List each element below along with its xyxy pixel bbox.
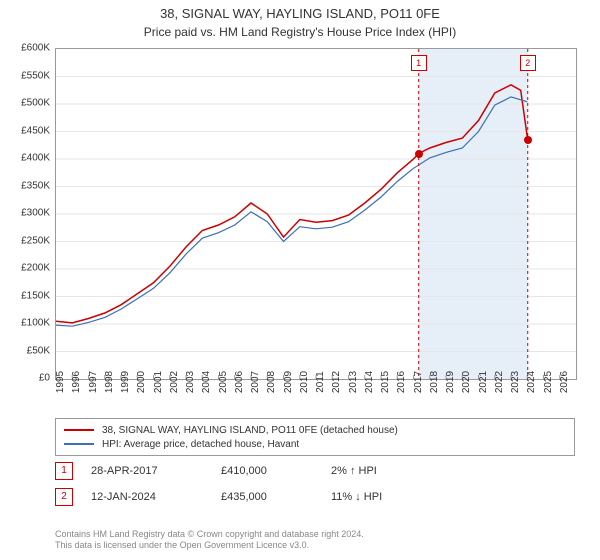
ref-badge-2: 2 <box>520 55 536 71</box>
transaction-row-1: 1 28-APR-2017 £410,000 2% ↑ HPI <box>55 462 575 480</box>
legend-swatch-0 <box>64 429 94 431</box>
transaction-date-1: 28-APR-2017 <box>91 465 221 477</box>
legend-label-1: HPI: Average price, detached house, Hava… <box>102 439 299 450</box>
ref-badge-1: 1 <box>411 55 427 71</box>
ytick-label: £0 <box>0 373 50 384</box>
transaction-price-1: £410,000 <box>221 465 331 477</box>
ytick-label: £600K <box>0 43 50 54</box>
marker-badge-2: 2 <box>55 488 73 506</box>
chart-subtitle: Price paid vs. HM Land Registry's House … <box>0 23 600 39</box>
transaction-row-2: 2 12-JAN-2024 £435,000 11% ↓ HPI <box>55 488 575 506</box>
ytick-label: £500K <box>0 98 50 109</box>
ytick-label: £50K <box>0 345 50 356</box>
footer-line-2: This data is licensed under the Open Gov… <box>55 540 575 552</box>
data-marker-2 <box>524 136 532 144</box>
chart-container: 38, SIGNAL WAY, HAYLING ISLAND, PO11 0FE… <box>0 0 600 560</box>
ytick-label: £250K <box>0 235 50 246</box>
ytick-label: £450K <box>0 125 50 136</box>
legend-label-0: 38, SIGNAL WAY, HAYLING ISLAND, PO11 0FE… <box>102 425 398 436</box>
footer: Contains HM Land Registry data © Crown c… <box>55 529 575 552</box>
data-marker-1 <box>415 150 423 158</box>
ytick-label: £150K <box>0 290 50 301</box>
legend-item-1: HPI: Average price, detached house, Hava… <box>64 437 566 451</box>
ytick-label: £100K <box>0 318 50 329</box>
ytick-label: £350K <box>0 180 50 191</box>
transaction-delta-1: 2% ↑ HPI <box>331 465 377 477</box>
marker-badge-1: 1 <box>55 462 73 480</box>
xtick-label: 2026 <box>559 371 600 393</box>
legend: 38, SIGNAL WAY, HAYLING ISLAND, PO11 0FE… <box>55 418 575 456</box>
transaction-delta-2: 11% ↓ HPI <box>331 491 382 503</box>
ytick-label: £200K <box>0 263 50 274</box>
plot-svg <box>56 49 576 379</box>
ytick-label: £300K <box>0 208 50 219</box>
transaction-price-2: £435,000 <box>221 491 331 503</box>
legend-swatch-1 <box>64 443 94 445</box>
footer-line-1: Contains HM Land Registry data © Crown c… <box>55 529 575 541</box>
legend-item-0: 38, SIGNAL WAY, HAYLING ISLAND, PO11 0FE… <box>64 423 566 437</box>
transaction-date-2: 12-JAN-2024 <box>91 491 221 503</box>
ytick-label: £400K <box>0 153 50 164</box>
ytick-label: £550K <box>0 70 50 81</box>
chart-title: 38, SIGNAL WAY, HAYLING ISLAND, PO11 0FE <box>0 0 600 23</box>
plot-area: 12 <box>55 48 577 380</box>
